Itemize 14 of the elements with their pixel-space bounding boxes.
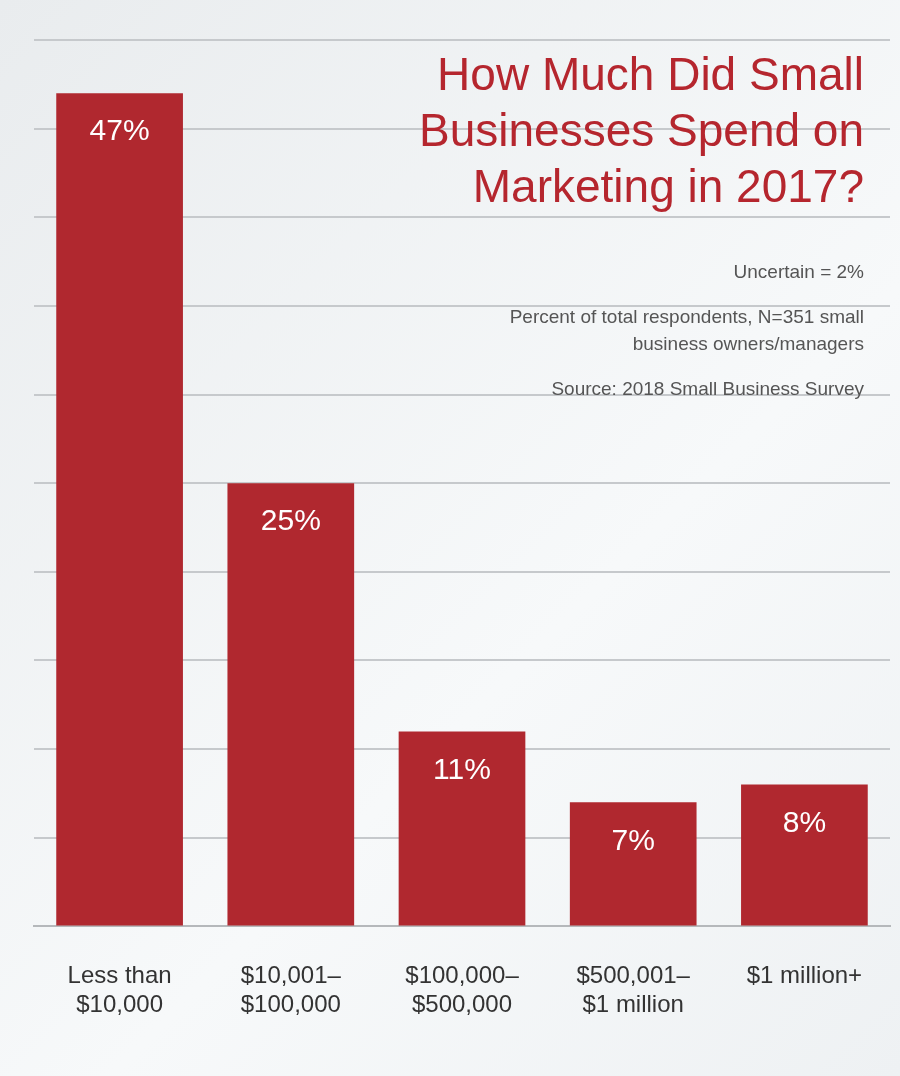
data-label: 7% [611, 822, 655, 856]
data-label: 11% [433, 751, 491, 785]
data-label: 8% [782, 804, 827, 838]
x-tick-label: $1 million+ [746, 961, 863, 989]
data-label: 25% [260, 503, 321, 537]
annotation: Percent of total respondents, N=351 small business owners/managers [508, 305, 864, 356]
x-tick-label: $10,001–$100,000 [240, 961, 342, 1018]
x-tick-label: Less than $10,000 [67, 961, 172, 1018]
x-tick-label: $500,001–$1 million [576, 961, 691, 1018]
data-label: 47% [89, 113, 150, 147]
annotation: Uncertain = 2% [732, 260, 864, 284]
chart-title: How Much Did Small Businesses Spend on Marketing in 2017? [418, 47, 864, 214]
annotation: Source: 2018 Small Business Survey [550, 377, 864, 401]
x-tick-label: $100,000–$500,000 [405, 961, 520, 1018]
